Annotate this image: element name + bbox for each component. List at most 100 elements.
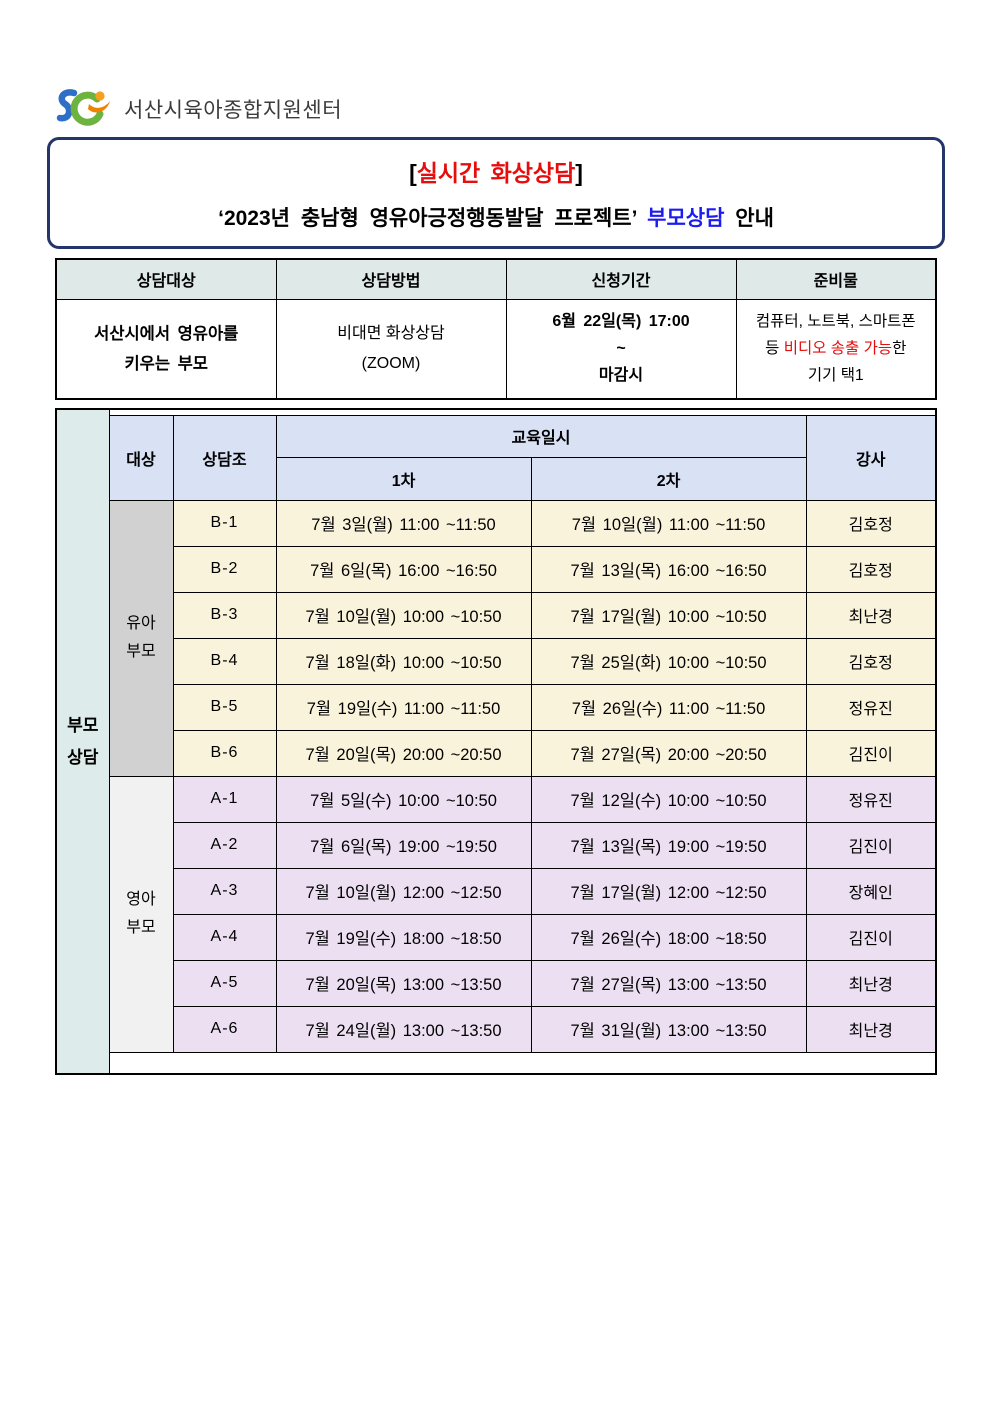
group-cell: B-5 <box>172 683 277 731</box>
daesang-yua-cell: 유아 부모 <box>108 499 174 777</box>
bottom-spacer-cell <box>108 1051 937 1075</box>
session2-cell: 7월 17일(월) 10:00 ~10:50 <box>530 591 807 639</box>
table-row: A-4 7월 19일(수) 18:00 ~18:50 7월 26일(수) 18:… <box>56 913 937 961</box>
equip-black-1: 등 <box>765 340 780 358</box>
title-red-text: 실시간 화상상담 <box>416 160 576 186</box>
yua-line-1: 유아 <box>126 615 156 632</box>
group-cell: A-5 <box>172 959 277 1007</box>
title-blue-text: 부모상담 <box>647 207 725 230</box>
teacher-cell: 김호정 <box>805 499 937 547</box>
table-row: A-6 7월 24일(월) 13:00 ~13:50 7월 31일(월) 13:… <box>56 1005 937 1053</box>
equip-line-1: 컴퓨터, 노트북, 스마트폰 <box>755 313 916 331</box>
header-equipment: 준비물 <box>735 258 937 300</box>
schedule-header-row-2: 1차 2차 <box>56 456 936 501</box>
session1-cell: 7월 3일(월) 11:00 ~11:50 <box>275 499 532 547</box>
header-group: 상담조 <box>172 414 277 501</box>
schedule-header-row-1: 대상 상담조 교육일시 강사 <box>56 414 937 501</box>
session1-cell: 7월 20일(목) 13:00 ~13:50 <box>275 959 532 1007</box>
session2-cell: 7월 27일(목) 20:00 ~20:50 <box>530 729 807 777</box>
table-row: B-3 7월 10일(월) 10:00 ~10:50 7월 17일(월) 10:… <box>56 591 937 639</box>
info-data-row: 서산시에서 영유아를 키우는 부모 비대면 화상상담 (ZOOM) 6월 22일… <box>55 298 937 400</box>
header-edu-datetime: 교육일시 <box>275 414 807 458</box>
title-tail-text: 안내 <box>735 207 774 230</box>
teacher-cell: 김진이 <box>805 913 937 961</box>
session1-cell: 7월 6일(목) 19:00 ~19:50 <box>275 821 532 869</box>
teacher-cell: 정유진 <box>805 775 937 823</box>
teacher-cell: 정유진 <box>805 683 937 731</box>
table-row: B-4 7월 18일(화) 10:00 ~10:50 7월 25일(화) 10:… <box>56 637 937 685</box>
header-session-2: 2차 <box>530 456 807 501</box>
session1-cell: 7월 18일(화) 10:00 ~10:50 <box>275 637 532 685</box>
table-row: 유아 부모 B-1 7월 3일(월) 11:00 ~11:50 7월 10일(월… <box>56 499 937 777</box>
daesang-yeonga-cell: 영아 부모 <box>108 775 174 1053</box>
table-row: A-5 7월 20일(목) 13:00 ~13:50 7월 27일(목) 13:… <box>56 959 937 1007</box>
table-row: B-6 7월 20일(목) 20:00 ~20:50 7월 27일(목) 20:… <box>56 729 937 777</box>
session2-cell: 7월 26일(수) 11:00 ~11:50 <box>530 683 807 731</box>
table-row: B-5 7월 19일(수) 11:00 ~11:50 7월 26일(수) 11:… <box>56 683 937 731</box>
title-box: [실시간 화상상담] ‘2023년 충남형 영유아긍정행동발달 프로젝트’ 부모… <box>47 137 945 249</box>
session1-cell: 7월 24일(월) 13:00 ~13:50 <box>275 1005 532 1053</box>
session1-cell: 7월 10일(월) 10:00 ~10:50 <box>275 591 532 639</box>
target-line-2: 키우는 부모 <box>124 354 208 373</box>
session2-cell: 7월 31일(월) 13:00 ~13:50 <box>530 1005 807 1053</box>
teacher-cell: 김진이 <box>805 821 937 869</box>
group-cell: A-6 <box>172 1005 277 1053</box>
group-cell: B-6 <box>172 729 277 777</box>
period-line-1: 6월 22일(목) 17:00 <box>552 313 690 331</box>
title-line-2: ‘2023년 충남형 영유아긍정행동발달 프로젝트’ 부모상담 안내 <box>50 202 942 232</box>
header-teacher: 강사 <box>805 414 937 501</box>
logo-text: 서산시육아종합지원센터 <box>124 99 343 122</box>
teacher-cell: 김호정 <box>805 545 937 593</box>
side-label-line-1: 부모 <box>67 715 99 735</box>
equip-line-3: 기기 택1 <box>807 367 864 385</box>
teacher-cell: 최난경 <box>805 959 937 1007</box>
session1-cell: 7월 10일(월) 12:00 ~12:50 <box>275 867 532 915</box>
group-cell: A-2 <box>172 821 277 869</box>
session2-cell: 7월 13일(목) 19:00 ~19:50 <box>530 821 807 869</box>
session2-cell: 7월 10일(월) 11:00 ~11:50 <box>530 499 807 547</box>
group-cell: B-1 <box>172 499 277 547</box>
header-counsel-target: 상담대상 <box>55 258 277 300</box>
group-cell: B-4 <box>172 637 277 685</box>
group-cell: A-4 <box>172 913 277 961</box>
session1-cell: 7월 19일(수) 11:00 ~11:50 <box>275 683 532 731</box>
session2-cell: 7월 26일(수) 18:00 ~18:50 <box>530 913 807 961</box>
header-session-1: 1차 <box>275 456 532 501</box>
method-line-2: (ZOOM) <box>361 354 421 372</box>
title-bracket-close: ] <box>575 160 583 186</box>
header-daesang: 대상 <box>108 414 174 501</box>
equip-red-text: 비디오 송출 가능 <box>783 340 893 358</box>
session2-cell: 7월 12일(수) 10:00 ~10:50 <box>530 775 807 823</box>
session1-cell: 7월 6일(목) 16:00 ~16:50 <box>275 545 532 593</box>
table-row: A-2 7월 6일(목) 19:00 ~19:50 7월 13일(목) 19:0… <box>56 821 937 869</box>
session1-cell: 7월 20일(목) 20:00 ~20:50 <box>275 729 532 777</box>
info-table: 상담대상 상담방법 신청기간 준비물 서산시에서 영유아를 키우는 부모 비대면… <box>55 258 937 400</box>
side-label-line-2: 상담 <box>67 747 99 767</box>
period-line-3: 마감시 <box>598 367 644 385</box>
header-apply-period: 신청기간 <box>505 258 737 300</box>
counsel-target-cell: 서산시에서 영유아를 키우는 부모 <box>55 298 277 400</box>
yua-line-2: 부모 <box>126 643 156 660</box>
title-line-1: [실시간 화상상담] <box>50 154 942 188</box>
title-bracket-open: [ <box>409 160 417 186</box>
target-line-1: 서산시에서 영유아를 <box>94 324 239 343</box>
title-project-text: ‘2023년 충남형 영유아긍정행동발달 프로젝트’ <box>218 207 637 230</box>
group-cell: A-3 <box>172 867 277 915</box>
center-logo-icon <box>56 89 110 126</box>
bottom-row <box>56 1051 937 1075</box>
session1-cell: 7월 5일(수) 10:00 ~10:50 <box>275 775 532 823</box>
teacher-cell: 최난경 <box>805 591 937 639</box>
counsel-method-cell: 비대면 화상상담 (ZOOM) <box>275 298 507 400</box>
teacher-cell: 장혜인 <box>805 867 937 915</box>
method-line-1: 비대면 화상상담 <box>337 324 445 342</box>
table-row: 영아 부모 A-1 7월 5일(수) 10:00 ~10:50 7월 12일(수… <box>56 775 937 1053</box>
logo: 서산시육아종합지원센터 <box>0 0 992 133</box>
spacer-row: 부모 상담 <box>55 408 937 1075</box>
period-line-2: ~ <box>616 340 626 358</box>
session1-cell: 7월 19일(수) 18:00 ~18:50 <box>275 913 532 961</box>
side-label-cell: 부모 상담 <box>55 408 110 1075</box>
table-row: A-3 7월 10일(월) 12:00 ~12:50 7월 17일(월) 12:… <box>56 867 937 915</box>
group-cell: B-2 <box>172 545 277 593</box>
apply-period-cell: 6월 22일(목) 17:00 ~ 마감시 <box>505 298 737 400</box>
